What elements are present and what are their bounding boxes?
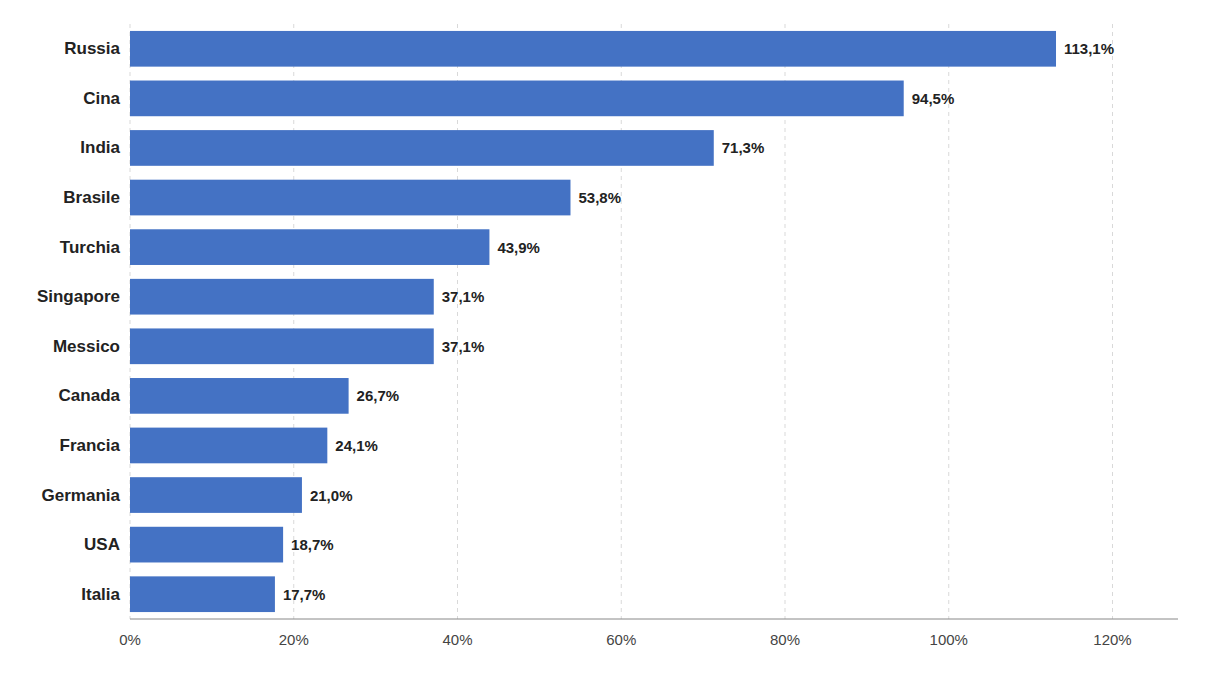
y-tick-label: Russia [64,39,120,58]
x-tick-label: 120% [1093,631,1131,648]
grid-line [948,24,949,619]
grid [130,24,1113,619]
x-tick-label: 40% [442,631,472,648]
chart-container: 0% 20% 40% 60% 80% 100% 120% Italia USA Germania F… [0,0,1218,675]
x-tick-label: 60% [606,631,636,648]
y-tick-label: Singapore [37,287,120,306]
y-tick-label: Cina [83,89,120,108]
bars [130,31,1056,612]
bar [130,31,1056,67]
bar [130,229,489,265]
data-label: 26,7% [357,387,400,404]
data-label: 18,7% [291,536,334,553]
data-label: 94,5% [912,90,955,107]
y-tick-label: Italia [81,585,120,604]
bar [130,428,327,464]
data-label: 37,1% [442,288,485,305]
x-axis-ticks: 0% 20% 40% 60% 80% 100% 120% [119,631,1132,648]
bar [130,180,570,216]
x-tick-label: 80% [770,631,800,648]
y-axis-labels: Italia USA Germania Francia Canada Messico Sin… [37,39,121,603]
bar [130,328,434,364]
y-tick-label: Germania [42,486,121,505]
data-label: 71,3% [722,139,765,156]
y-tick-label: Turchia [60,238,121,257]
data-label: 53,8% [578,189,621,206]
grid-line [1112,24,1113,619]
data-label: 43,9% [497,239,540,256]
bar [130,477,302,513]
bar [130,527,283,563]
y-tick-label: India [80,138,120,157]
bar [130,81,904,117]
data-label: 37,1% [442,338,485,355]
data-labels: 17,7% 18,7% 21,0% 24,1% 26,7% 37,1% 37,1% 43,9%… [283,40,1114,602]
data-label: 24,1% [335,437,378,454]
x-tick-label: 0% [119,631,141,648]
bar [130,130,714,166]
data-label: 17,7% [283,586,326,603]
x-tick-label: 100% [930,631,968,648]
bar [130,279,434,315]
y-tick-label: Brasile [63,188,120,207]
bar [130,378,349,414]
chart-svg: 0% 20% 40% 60% 80% 100% 120% Italia USA Germania F… [0,0,1218,675]
x-tick-label: 20% [279,631,309,648]
bar [130,576,275,612]
data-label: 21,0% [310,487,353,504]
y-tick-label: Messico [53,337,120,356]
y-tick-label: USA [84,535,120,554]
y-tick-label: Francia [60,436,121,455]
y-tick-label: Canada [59,386,121,405]
data-label: 113,1% [1064,40,1114,57]
x-axis-line [130,619,1178,620]
